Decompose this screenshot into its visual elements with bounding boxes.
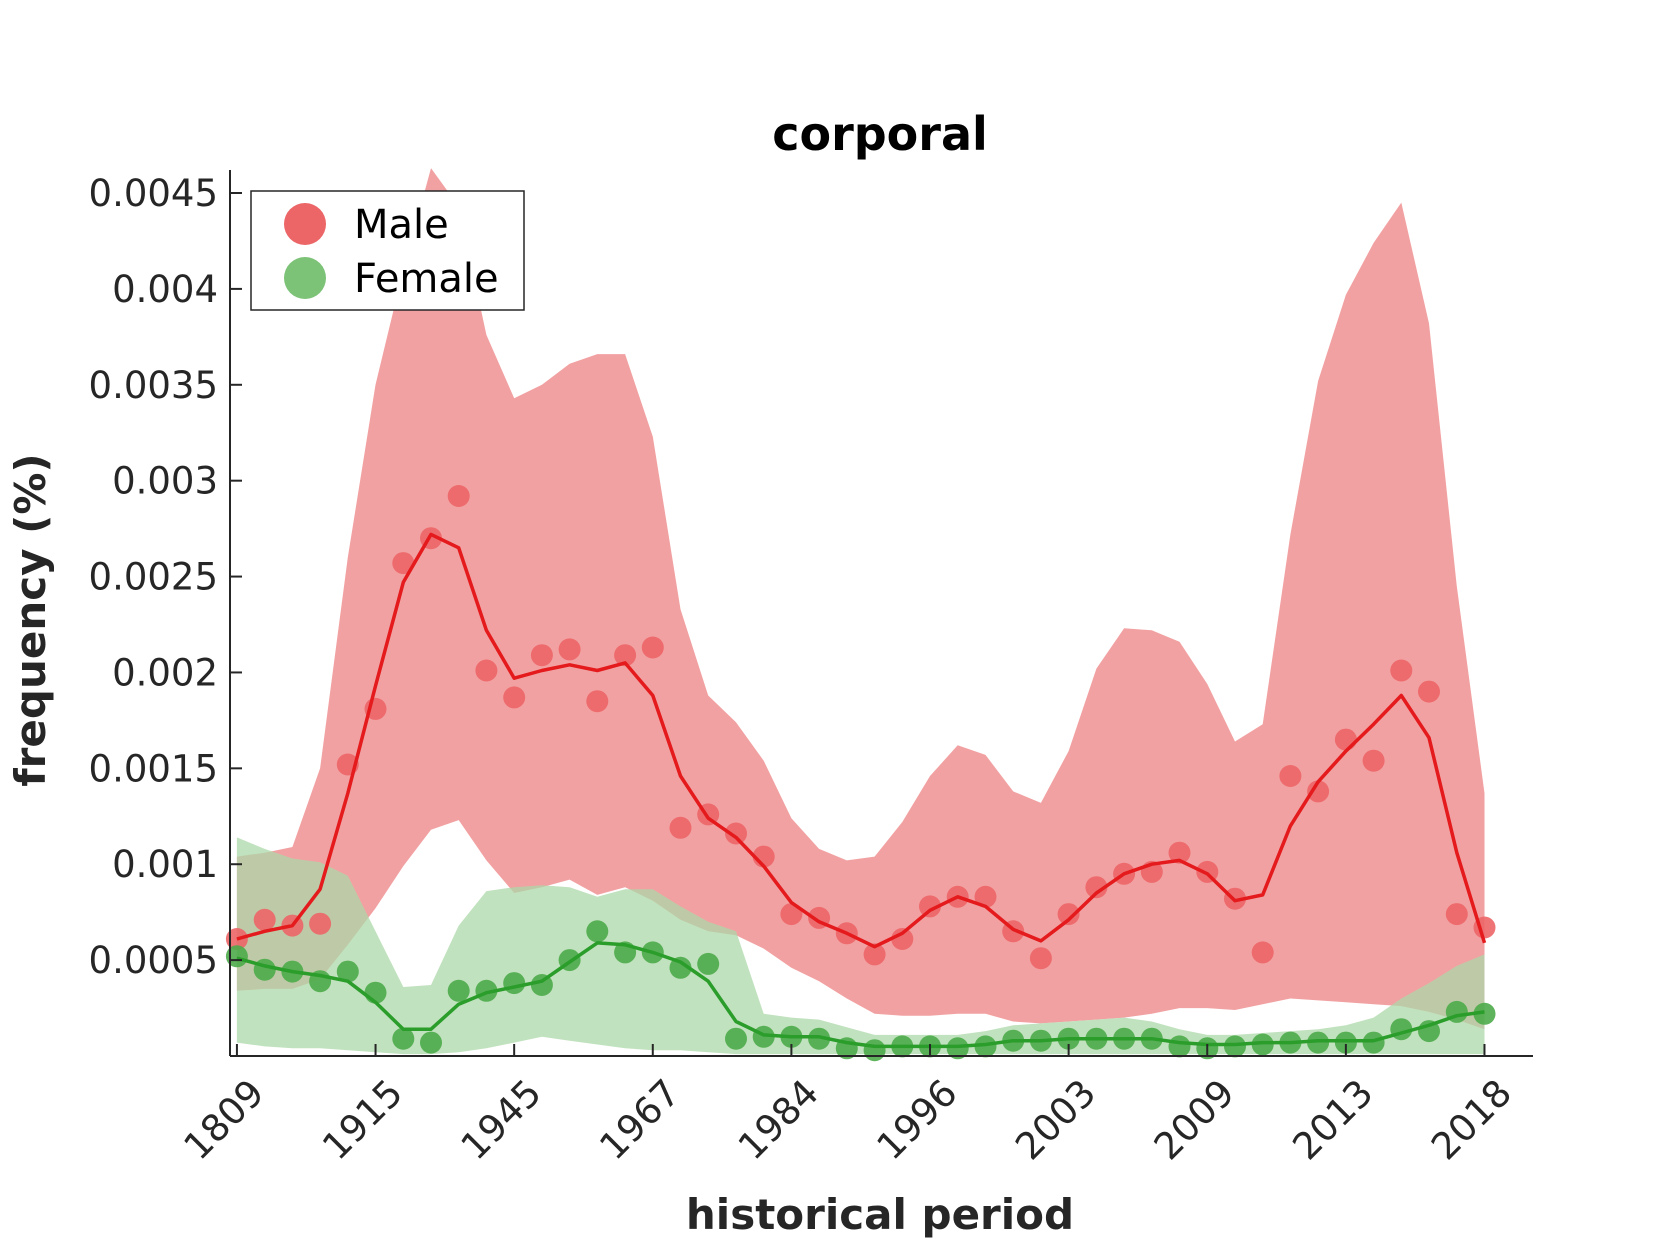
data-point-female xyxy=(946,1037,969,1060)
data-point-male xyxy=(863,943,886,966)
data-point-male xyxy=(392,552,415,575)
data-point-male xyxy=(530,644,553,667)
data-point-male xyxy=(586,690,609,713)
data-point-female xyxy=(503,972,526,995)
data-point-female xyxy=(1334,1031,1357,1054)
data-point-male xyxy=(614,644,637,667)
data-point-female xyxy=(725,1027,747,1050)
trend-line-male xyxy=(236,532,1487,949)
data-point-male xyxy=(1445,903,1468,926)
data-point-male xyxy=(558,638,581,661)
legend-label-female: Female xyxy=(354,256,499,302)
data-point-male xyxy=(1362,749,1385,772)
data-point-female xyxy=(1307,1031,1330,1054)
legend-marker-female xyxy=(284,257,326,299)
data-point-male xyxy=(1418,680,1440,703)
data-point-male xyxy=(1307,780,1330,803)
band-male xyxy=(236,168,1485,1030)
data-point-male xyxy=(475,659,498,682)
y-tick-label: 0.004 xyxy=(112,268,218,311)
data-point-male xyxy=(253,908,276,931)
legend-marker-male xyxy=(284,203,326,245)
data-point-female xyxy=(669,956,692,979)
data-point-male xyxy=(1334,728,1357,751)
y-tick-label: 0.0005 xyxy=(89,939,218,982)
data-point-male xyxy=(780,903,803,926)
data-point-male xyxy=(641,636,664,659)
legend: Male Female xyxy=(250,190,525,311)
data-point-female xyxy=(808,1027,831,1050)
data-point-female xyxy=(1168,1035,1191,1058)
y-tick-label: 0.0035 xyxy=(89,364,218,407)
data-point-female xyxy=(863,1039,886,1062)
data-point-female xyxy=(392,1027,415,1050)
data-point-female xyxy=(336,960,359,983)
y-tick-label: 0.002 xyxy=(112,651,218,694)
data-point-male xyxy=(309,912,332,935)
data-point-female xyxy=(1251,1033,1274,1056)
data-point-female xyxy=(586,920,609,943)
data-point-male xyxy=(1057,903,1080,926)
data-point-male xyxy=(447,485,470,507)
data-point-female xyxy=(697,952,720,975)
data-point-male xyxy=(1168,841,1191,864)
data-point-male xyxy=(1029,947,1052,970)
chart-title: corporal xyxy=(772,107,988,161)
data-point-male xyxy=(919,895,941,918)
y-tick-label: 0.0025 xyxy=(89,556,218,599)
data-point-female xyxy=(420,1031,442,1054)
data-point-male xyxy=(1390,659,1413,682)
y-tick-label: 0.0015 xyxy=(89,747,218,790)
data-point-male xyxy=(1279,765,1302,787)
data-point-female xyxy=(974,1035,997,1058)
y-tick-label: 0.0045 xyxy=(89,172,218,215)
data-point-male xyxy=(1251,941,1274,964)
band-female xyxy=(236,837,1485,1055)
data-point-female xyxy=(1473,1002,1496,1025)
axes xyxy=(229,170,1533,1057)
data-point-male xyxy=(725,822,747,845)
legend-label-male: Male xyxy=(354,202,449,248)
data-point-male xyxy=(503,686,526,709)
x-axis-label: historical period xyxy=(686,1190,1074,1239)
data-point-male xyxy=(669,816,692,839)
data-point-male xyxy=(891,928,914,950)
data-point-female xyxy=(1362,1031,1385,1054)
data-point-male xyxy=(974,885,997,908)
y-axis-label: frequency (%) xyxy=(6,453,55,786)
data-point-female xyxy=(225,945,248,968)
y-tick-label: 0.001 xyxy=(112,843,218,886)
data-point-female xyxy=(447,979,470,1002)
trend-line-female xyxy=(236,941,1485,1049)
y-tick-label: 0.003 xyxy=(112,460,218,503)
data-point-male xyxy=(1085,876,1108,899)
data-point-female xyxy=(1224,1035,1246,1058)
